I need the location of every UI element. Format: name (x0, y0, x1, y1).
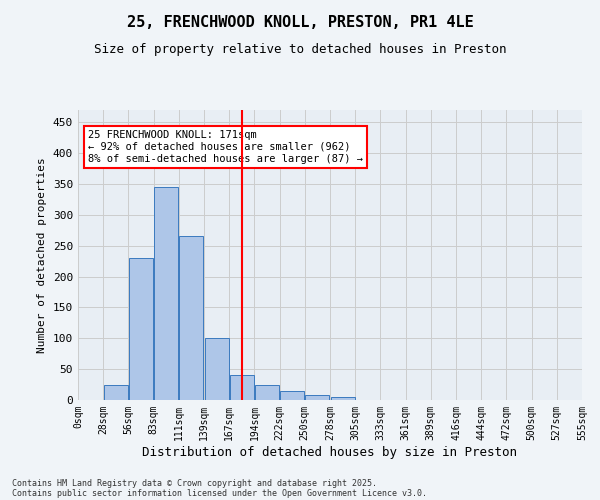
Bar (305, 395, 329, 400)
Bar (331, 397, 355, 400)
Bar (255, 384, 279, 400)
Bar (179, 236, 203, 400)
Bar (205, 338, 229, 400)
Bar (104, 384, 128, 400)
Text: Contains public sector information licensed under the Open Government Licence v3: Contains public sector information licen… (12, 488, 427, 498)
Text: Size of property relative to detached houses in Preston: Size of property relative to detached ho… (94, 42, 506, 56)
Bar (280, 390, 304, 400)
Bar (230, 376, 254, 400)
Bar (154, 187, 178, 400)
Text: Contains HM Land Registry data © Crown copyright and database right 2025.: Contains HM Land Registry data © Crown c… (12, 478, 377, 488)
Text: 25, FRENCHWOOD KNOLL, PRESTON, PR1 4LE: 25, FRENCHWOOD KNOLL, PRESTON, PR1 4LE (127, 15, 473, 30)
Bar (129, 258, 153, 400)
Text: 25 FRENCHWOOD KNOLL: 171sqm
← 92% of detached houses are smaller (962)
8% of sem: 25 FRENCHWOOD KNOLL: 171sqm ← 92% of det… (88, 130, 363, 164)
X-axis label: Distribution of detached houses by size in Preston: Distribution of detached houses by size … (143, 446, 517, 458)
Y-axis label: Number of detached properties: Number of detached properties (37, 157, 47, 353)
